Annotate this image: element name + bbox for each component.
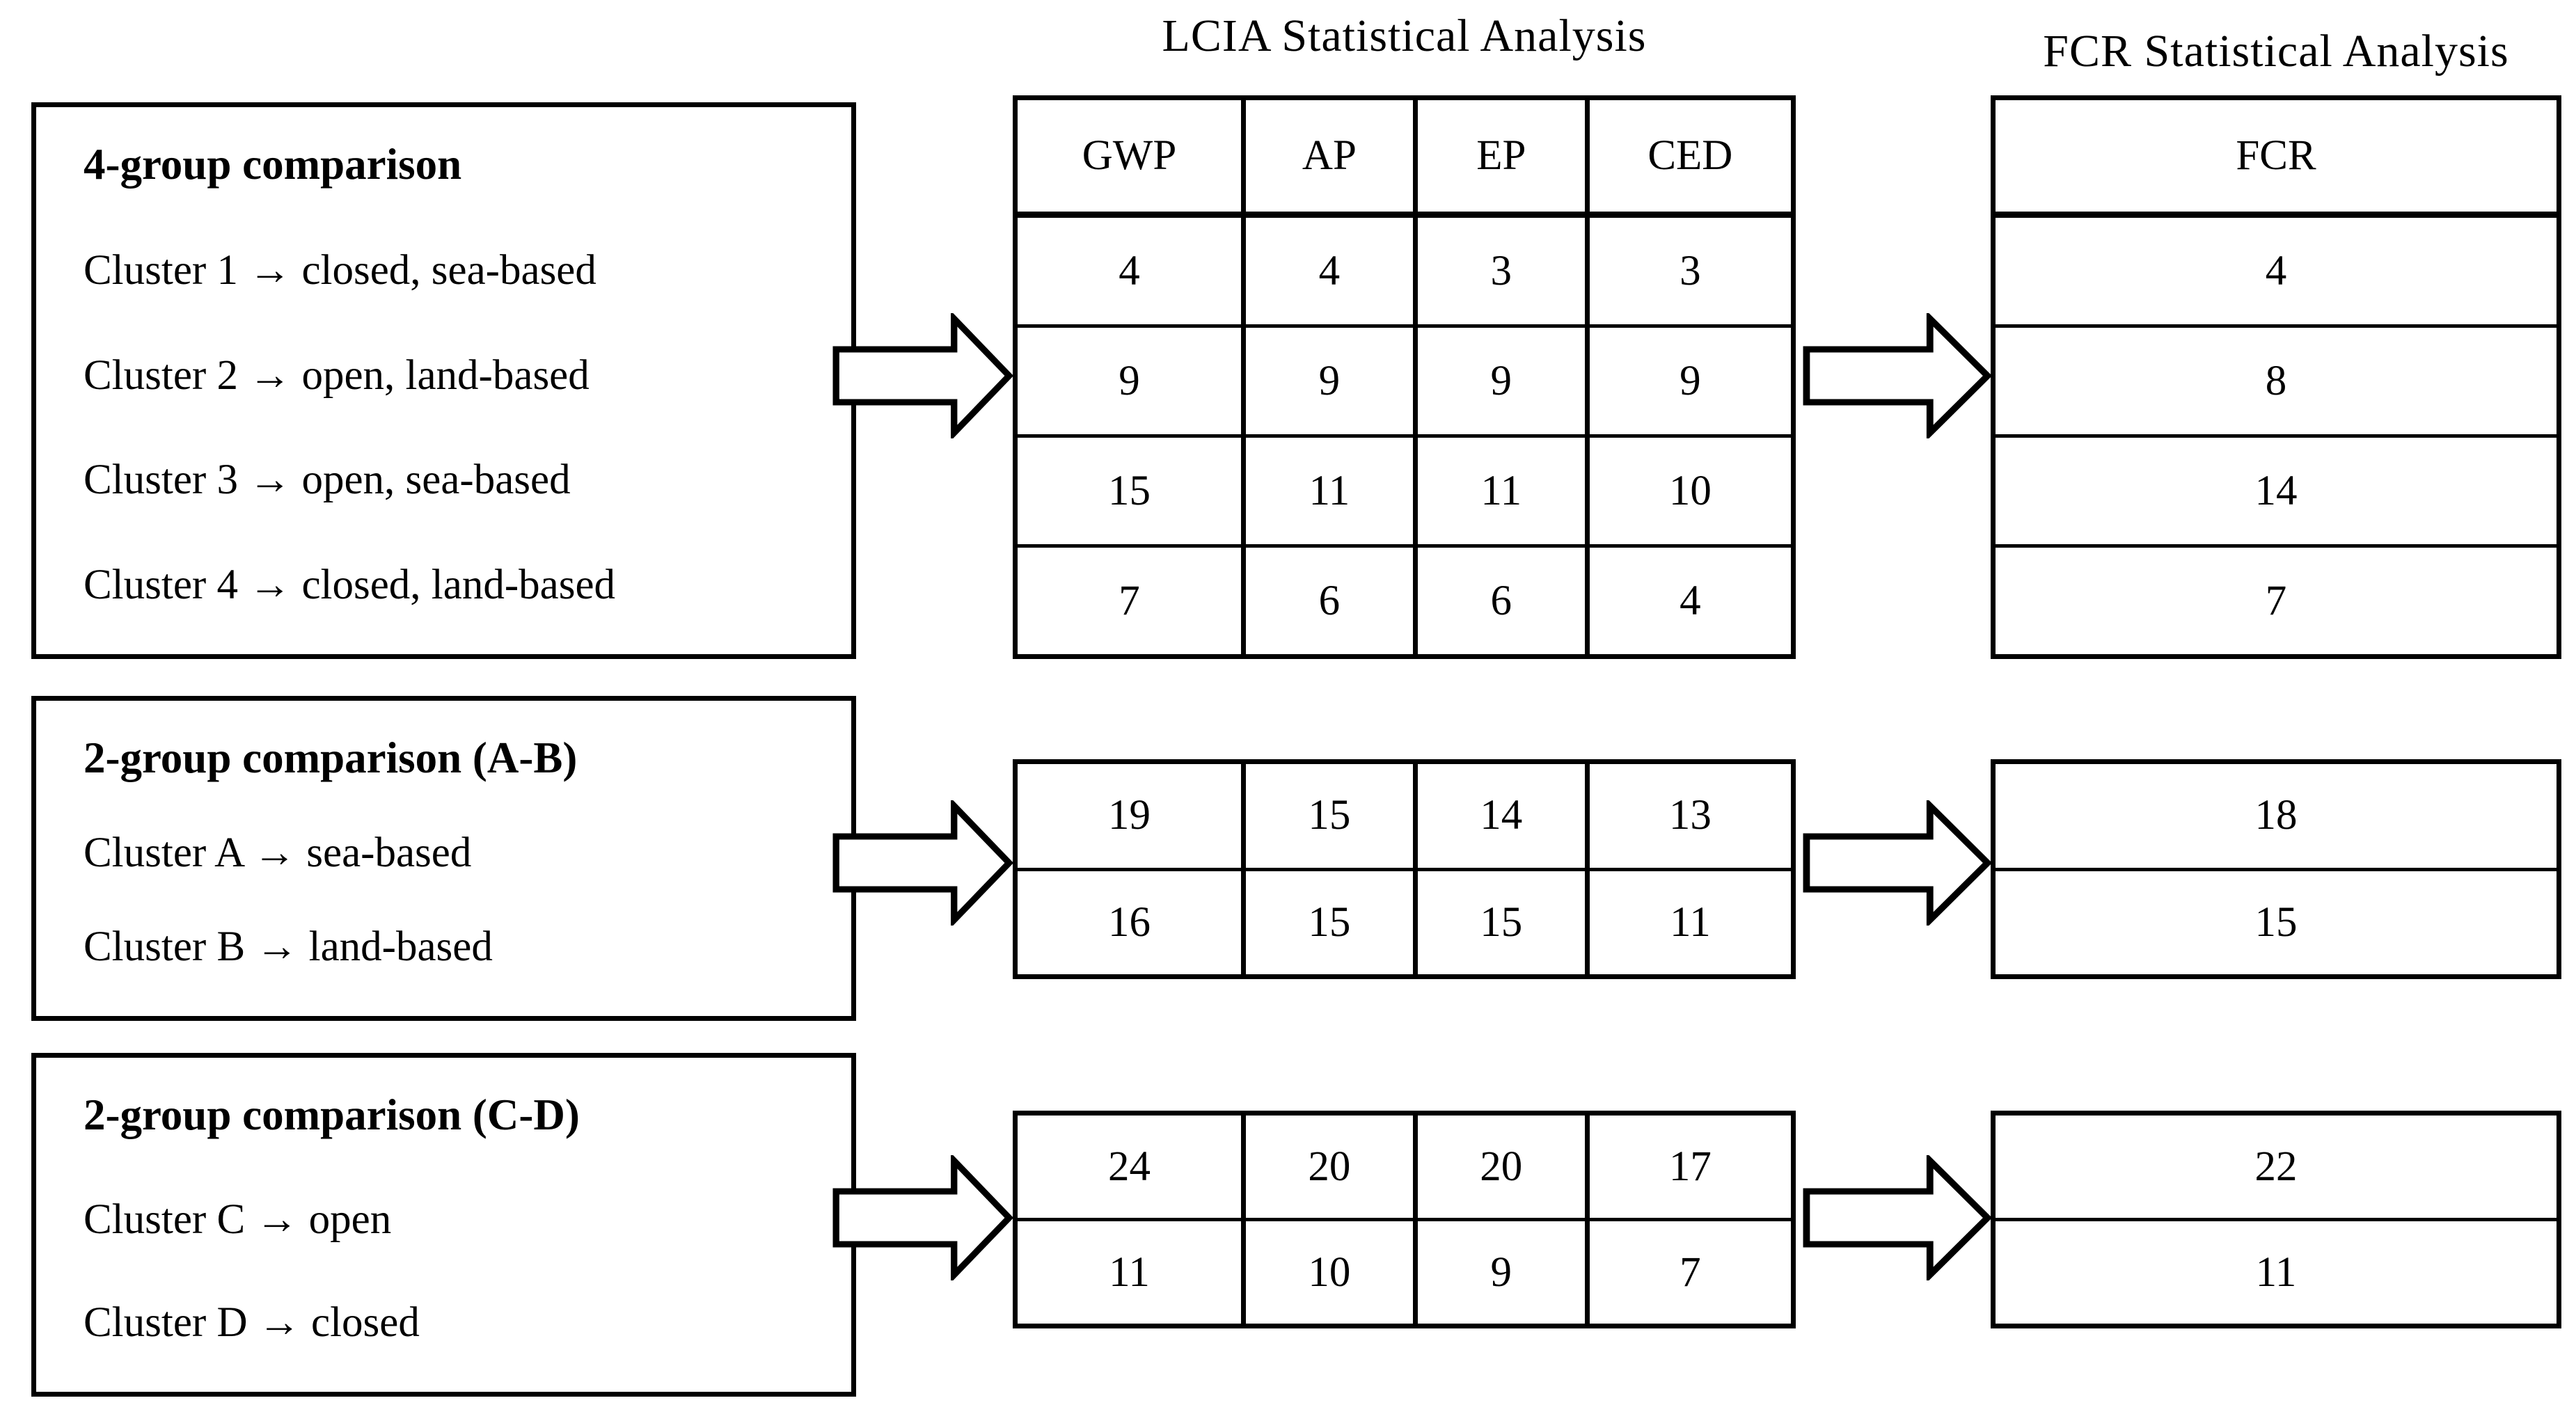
lcia-table: 19 15 14 13 16 15 15 11: [1013, 759, 1796, 979]
cluster-line: Cluster 2 → open, land-based: [84, 351, 590, 399]
cluster-line: Cluster 3 → open, sea-based: [84, 457, 571, 504]
lcia-cell: 11: [1412, 438, 1585, 544]
fcr-table-row: 22: [1996, 1116, 2557, 1218]
lcia-header-cell: EP: [1412, 100, 1585, 212]
lcia-cell: 10: [1584, 438, 1791, 544]
fcr-table: 22 11: [1991, 1111, 2561, 1328]
lcia-cell: 10: [1240, 1221, 1413, 1324]
lcia-cell: 9: [1412, 1221, 1585, 1324]
lcia-cell: 3: [1584, 218, 1791, 324]
fcr-table-row: 11: [1996, 1218, 2557, 1324]
lcia-header-cell: GWP: [1082, 132, 1177, 179]
fcr-table: FCR 4 8 14 7: [1991, 95, 2561, 659]
fcr-cell: 7: [2265, 577, 2287, 624]
lcia-cell: 20: [1240, 1116, 1413, 1218]
fcr-cell: 8: [2265, 357, 2287, 404]
lcia-cell: 9: [1584, 328, 1791, 434]
fcr-cell: 15: [2254, 898, 2298, 946]
lcia-cell: 19: [1107, 792, 1151, 839]
lcia-cell: 17: [1584, 1116, 1791, 1218]
fcr-cell: 18: [2254, 792, 2298, 839]
right-arrow-icon: [832, 1155, 1013, 1280]
cluster-line: Cluster B → land-based: [84, 923, 493, 970]
fcr-header-cell: FCR: [2236, 132, 2316, 179]
lcia-cell: 11: [1584, 871, 1791, 974]
fcr-table-row: 8: [1996, 324, 2557, 434]
right-arrow-icon: [1803, 1155, 1992, 1280]
right-arrow-icon: [1803, 313, 1992, 438]
lcia-table-row: 24 20 20 17: [1018, 1116, 1791, 1218]
lcia-cell: 20: [1412, 1116, 1585, 1218]
cluster-box-title: 2-group comparison (A-B): [84, 733, 578, 782]
lcia-cell: 9: [1240, 328, 1413, 434]
lcia-cell: 15: [1240, 764, 1413, 868]
lcia-table-row: 16 15 15 11: [1018, 867, 1791, 974]
cluster-line: Cluster A → sea-based: [84, 829, 472, 876]
lcia-cell: 9: [1119, 357, 1140, 404]
lcia-section-title: LCIA Statistical Analysis: [1162, 10, 1647, 61]
lcia-cell: 24: [1107, 1143, 1151, 1190]
fcr-cell: 4: [2265, 247, 2287, 294]
lcia-header-cell: CED: [1584, 100, 1791, 212]
right-arrow-icon: [832, 800, 1013, 926]
fcr-table-row: 18: [1996, 764, 2557, 868]
cluster-line: Cluster C → open: [84, 1196, 392, 1243]
lcia-table-row: 11 10 9 7: [1018, 1218, 1791, 1324]
fcr-header-row: FCR: [1996, 100, 2557, 214]
lcia-cell: 15: [1412, 871, 1585, 974]
lcia-cell: 15: [1240, 871, 1413, 974]
lcia-cell: 13: [1584, 764, 1791, 868]
lcia-cell: 11: [1240, 438, 1413, 544]
fcr-cell: 14: [2254, 467, 2298, 514]
lcia-cell: 6: [1240, 548, 1413, 654]
lcia-header-cell: AP: [1240, 100, 1413, 212]
cluster-box-title: 4-group comparison: [84, 140, 462, 189]
lcia-cell: 14: [1412, 764, 1585, 868]
lcia-cell: 3: [1412, 218, 1585, 324]
lcia-table-row: 15 11 11 10: [1018, 434, 1791, 544]
lcia-table: GWP AP EP CED 4 4 3 3 9 9 9 9 15 11 11 10 7 6 6 4: [1013, 95, 1796, 659]
lcia-cell: 15: [1107, 467, 1151, 514]
fcr-table-row: 4: [1996, 214, 2557, 324]
lcia-header-row: GWP AP EP CED: [1018, 100, 1791, 214]
lcia-cell: 4: [1240, 218, 1413, 324]
cluster-box-title: 2-group comparison (C-D): [84, 1090, 580, 1139]
fcr-section-title: FCR Statistical Analysis: [2043, 26, 2509, 77]
lcia-cell: 7: [1584, 1221, 1791, 1324]
lcia-cell: 9: [1412, 328, 1585, 434]
cluster-box: 2-group comparison (C-D) Cluster C → open…: [31, 1053, 856, 1397]
fcr-table-row: 7: [1996, 544, 2557, 654]
lcia-cell: 11: [1109, 1248, 1150, 1296]
cluster-box: 2-group comparison (A-B) Cluster A → sea-…: [31, 696, 856, 1021]
lcia-table: 24 20 20 17 11 10 9 7: [1013, 1111, 1796, 1328]
fcr-table-row: 14: [1996, 434, 2557, 544]
cluster-line: Cluster 1 → closed, sea-based: [84, 246, 596, 294]
lcia-table-row: 19 15 14 13: [1018, 764, 1791, 868]
cluster-line: Cluster D → closed: [84, 1299, 420, 1346]
lcia-cell: 7: [1119, 577, 1140, 624]
lcia-cell: 4: [1119, 247, 1140, 294]
right-arrow-icon: [832, 313, 1013, 438]
lcia-cell: 4: [1584, 548, 1791, 654]
cluster-line: Cluster 4 → closed, land-based: [84, 562, 616, 608]
fcr-cell: 22: [2254, 1143, 2298, 1190]
right-arrow-icon: [1803, 800, 1992, 926]
fcr-table-row: 15: [1996, 867, 2557, 975]
fcr-table: 18 15: [1991, 759, 2561, 979]
cluster-box: 4-group comparison Cluster 1 → closed, se…: [31, 102, 856, 659]
lcia-cell: 16: [1107, 898, 1151, 946]
lcia-cell: 6: [1412, 548, 1585, 654]
fcr-cell: 11: [2255, 1248, 2297, 1296]
